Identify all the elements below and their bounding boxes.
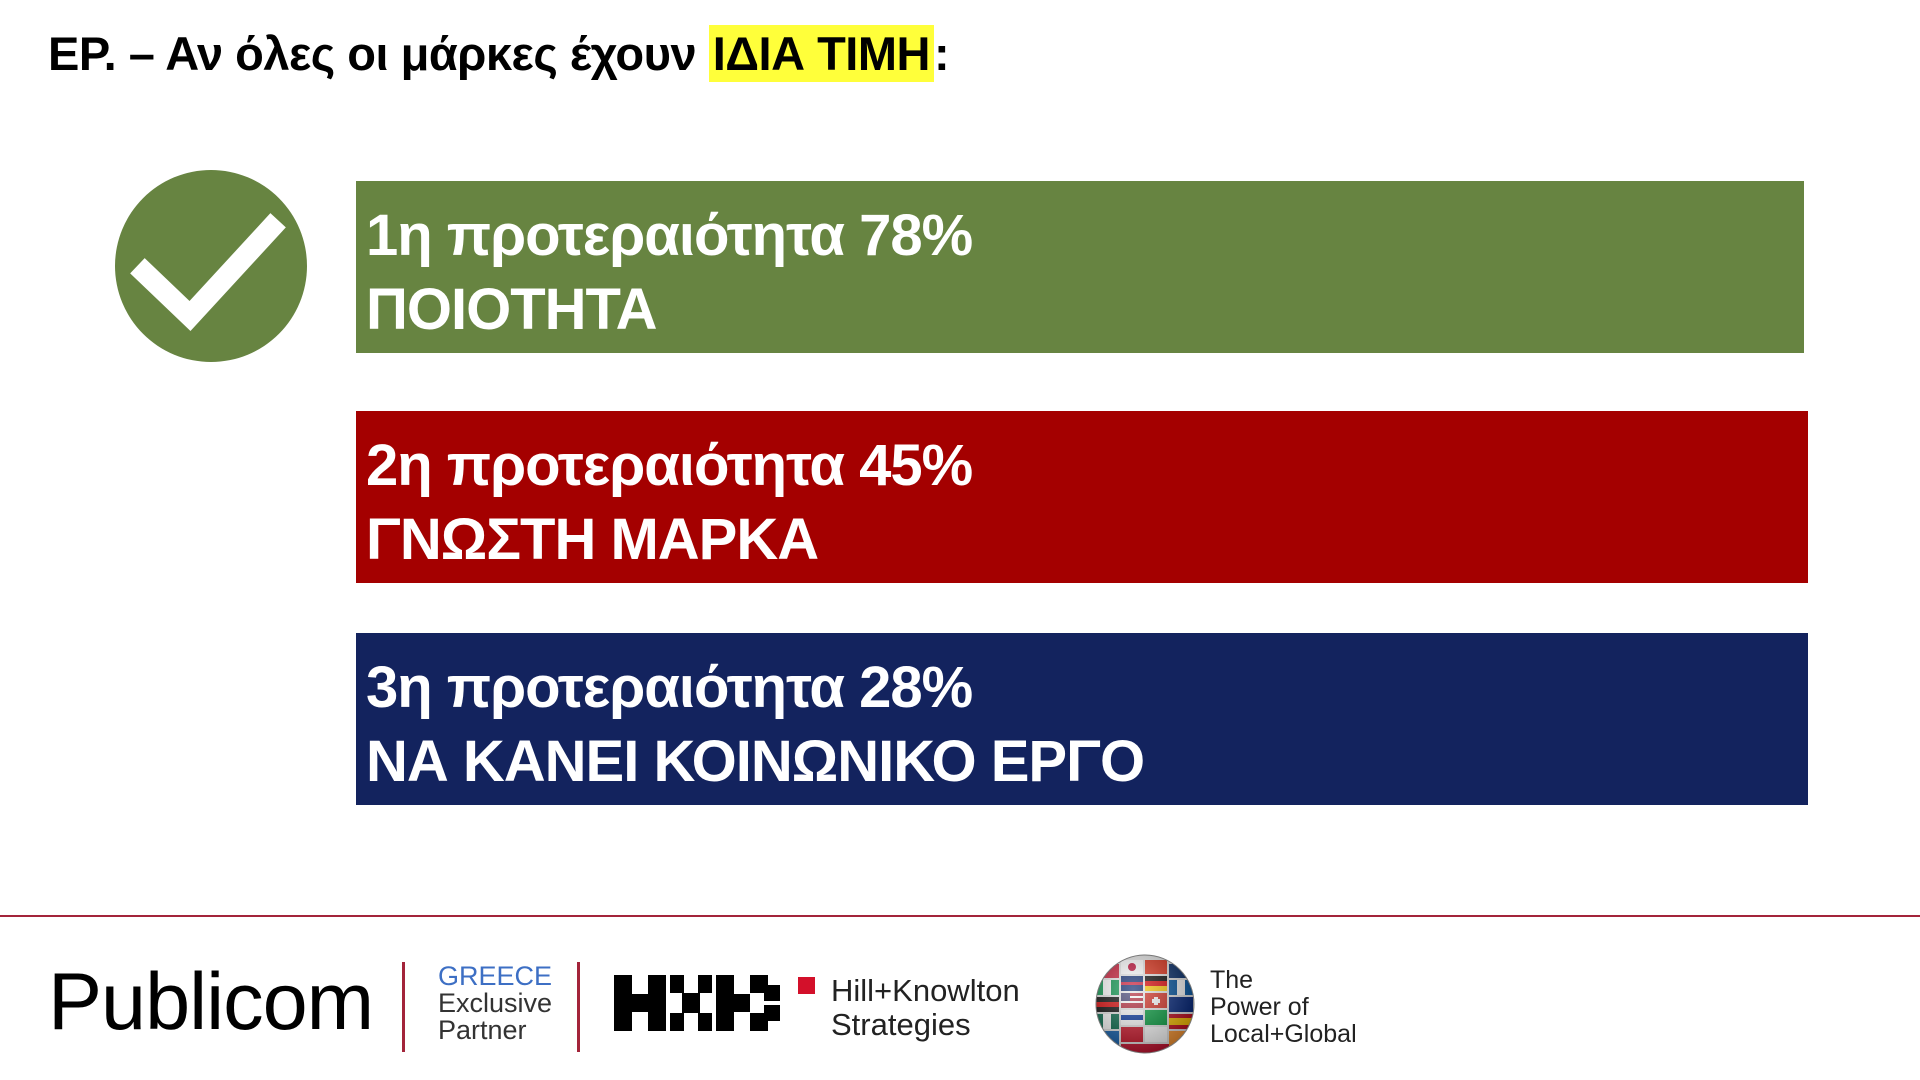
priority-bar-1: 1η προτεραιότητα 78% ΠΟΙΟΤΗΤΑ — [356, 181, 1804, 353]
priority-2-label: ΓΝΩΣΤΗ ΜΑΡΚΑ — [366, 507, 819, 572]
question-title: ΕΡ. – Αν όλες οι μάρκες έχουν ΙΔΙΑ ΤΙΜΗ: — [48, 25, 950, 82]
power-line-1: The — [1210, 966, 1254, 994]
publicom-logo: Publicom — [48, 957, 374, 1047]
flag-globe-icon — [1095, 954, 1195, 1054]
priority-1-label: ΠΟΙΟΤΗΤΑ — [366, 277, 658, 342]
logo-separator-2 — [577, 962, 580, 1052]
footer-divider — [0, 915, 1920, 917]
priority-bar-2: 2η προτεραιότητα 45% ΓΝΩΣΤΗ ΜΑΡΚΑ — [356, 411, 1808, 583]
hk-red-square-icon — [798, 977, 815, 994]
logo-separator-1 — [402, 962, 405, 1052]
partner-line-exclusive: Exclusive — [438, 988, 553, 1018]
power-of-local-global-text: The Power of Local+Global — [1210, 967, 1357, 1048]
hill-knowlton-logo-text: Hill+Knowlton Strategies — [831, 974, 1020, 1042]
priority-1-rank: 1η προτεραιότητα 78% — [366, 203, 973, 268]
question-suffix: : — [933, 27, 950, 80]
priority-bar-3: 3η προτεραιότητα 28% ΝΑ ΚΑΝΕΙ ΚΟΙΝΩΝΙΚΟ … — [356, 633, 1808, 805]
partner-line-partner: Partner — [438, 1015, 527, 1045]
priority-2-rank: 2η προτεραιότητα 45% — [366, 433, 973, 498]
priority-3-rank: 3η προτεραιότητα 28% — [366, 655, 973, 720]
exclusive-partner-label: GREECE Exclusive Partner — [438, 963, 552, 1044]
power-line-2: Power of — [1210, 993, 1309, 1021]
hk-line-1: Hill+Knowlton — [831, 973, 1020, 1008]
hill-knowlton-mark-icon — [614, 975, 780, 1031]
partner-country: GREECE — [438, 961, 553, 991]
hk-line-2: Strategies — [831, 1007, 971, 1042]
question-highlight: ΙΔΙΑ ΤΙΜΗ — [708, 25, 934, 82]
checkmark-circle-icon — [115, 170, 307, 362]
question-prefix: ΕΡ. – Αν όλες οι μάρκες έχουν — [48, 27, 709, 80]
power-line-3: Local+Global — [1210, 1020, 1357, 1048]
priority-3-label: ΝΑ ΚΑΝΕΙ ΚΟΙΝΩΝΙΚΟ ΕΡΓΟ — [366, 729, 1145, 794]
